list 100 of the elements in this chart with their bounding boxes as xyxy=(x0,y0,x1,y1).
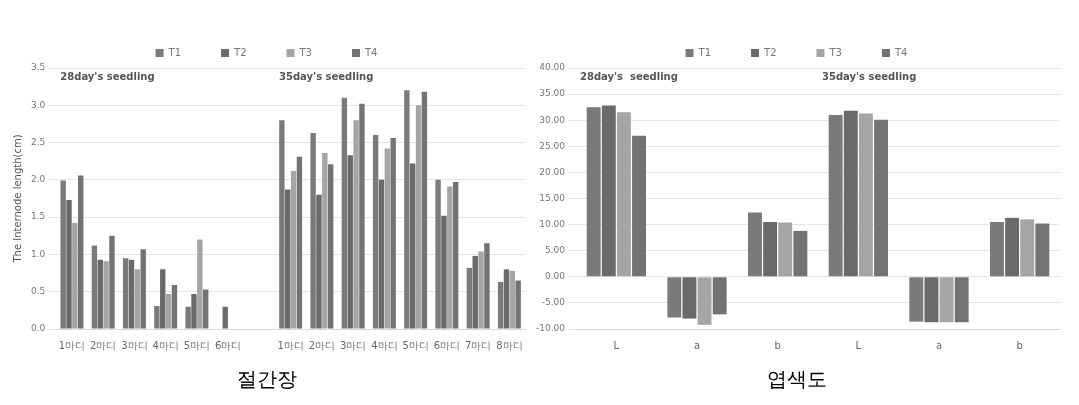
y-tick-label: 40.00 xyxy=(539,62,566,73)
y-tick-label: 0.0 xyxy=(30,323,46,334)
bar xyxy=(165,293,172,329)
bar xyxy=(91,245,98,329)
y-tick-label: 20.00 xyxy=(539,166,566,177)
legend-label: T1 xyxy=(697,46,712,58)
bar xyxy=(415,105,422,329)
legend-label: T2 xyxy=(233,46,247,58)
x-tick-label: 3마디 xyxy=(121,339,148,351)
bar xyxy=(60,180,66,329)
bar xyxy=(160,269,166,329)
x-tick-label: a xyxy=(935,339,943,351)
x-tick-label: a xyxy=(693,339,701,351)
x-tick-label: 4마디 xyxy=(152,339,179,351)
bar xyxy=(404,90,410,329)
bar xyxy=(697,277,712,325)
bar xyxy=(1005,217,1020,277)
bar xyxy=(128,259,135,329)
bar xyxy=(134,269,141,329)
x-tick-label: 6마디 xyxy=(214,339,242,351)
x-tick-label: L xyxy=(855,339,862,351)
bar xyxy=(359,103,365,329)
bar xyxy=(97,259,103,329)
bar xyxy=(191,293,197,329)
x-tick-label: 7마디 xyxy=(464,339,492,351)
y-tick-label: 2.5 xyxy=(30,136,46,147)
bar xyxy=(222,306,228,329)
bar xyxy=(874,119,888,277)
bar xyxy=(72,223,78,329)
bar xyxy=(843,110,858,277)
bar xyxy=(939,277,954,323)
bar xyxy=(515,280,521,329)
bar xyxy=(441,215,447,329)
bar xyxy=(748,212,762,277)
bar xyxy=(316,194,322,329)
legend-label: T3 xyxy=(298,46,312,58)
bar xyxy=(122,258,129,329)
y-tick-label: -10.00 xyxy=(536,323,566,334)
bar xyxy=(197,239,203,329)
bar xyxy=(924,277,939,323)
text: 절간장 xyxy=(236,367,297,392)
bar xyxy=(435,179,441,329)
bar xyxy=(909,277,924,322)
bar xyxy=(285,189,291,329)
x-tick-label: 2마디 xyxy=(89,339,117,351)
y-tick-label: 1.0 xyxy=(30,248,46,259)
bar xyxy=(185,306,191,329)
bar xyxy=(328,164,334,329)
y-tick-label: 5.00 xyxy=(544,245,566,256)
x-tick-label: 6마디 xyxy=(433,339,461,351)
bar xyxy=(103,261,109,329)
bar xyxy=(954,277,969,323)
bar xyxy=(390,138,396,329)
text: 엽색도 xyxy=(766,367,827,392)
bar xyxy=(171,285,178,329)
bar xyxy=(712,277,727,315)
x-tick-label: 5마디 xyxy=(402,339,429,351)
x-tick-label: 1마디 xyxy=(58,339,86,351)
bar xyxy=(1035,223,1050,277)
bar xyxy=(203,289,209,329)
bar xyxy=(484,243,490,329)
y-tick-label: -5.00 xyxy=(541,297,566,308)
annotation: 35day's seedling xyxy=(822,70,917,82)
bar xyxy=(682,277,697,319)
y-tick-label: 10.00 xyxy=(539,218,566,229)
y-tick-label: 3.5 xyxy=(30,62,46,73)
bar xyxy=(296,156,303,329)
bar xyxy=(447,186,453,329)
bar xyxy=(78,175,84,329)
annotation: 35day's seedling xyxy=(279,70,374,82)
bar xyxy=(322,153,328,329)
bar xyxy=(828,114,843,277)
bar xyxy=(410,163,416,329)
bar xyxy=(778,222,793,277)
y-tick-label: 30.00 xyxy=(539,114,566,125)
bar xyxy=(66,199,72,329)
x-tick-label: 4마디 xyxy=(371,339,398,351)
bar xyxy=(347,155,353,329)
y-tick-label: 0.00 xyxy=(544,271,566,282)
y-tick-label: 1.5 xyxy=(30,211,46,222)
bar xyxy=(372,135,379,329)
bar xyxy=(341,97,348,329)
bar xyxy=(384,148,391,329)
bar xyxy=(616,112,631,277)
bar xyxy=(452,182,459,329)
y-tick-label: 2.0 xyxy=(30,174,46,185)
bar xyxy=(466,267,473,329)
bar xyxy=(990,221,1004,277)
y-axis-title: The Internode length(cm) xyxy=(11,134,23,264)
legend-label: T3 xyxy=(828,46,842,58)
annotation: 28day's seedling xyxy=(580,70,678,82)
bar xyxy=(858,113,873,277)
bar xyxy=(601,105,616,277)
bar xyxy=(763,221,778,277)
y-tick-label: 25.00 xyxy=(539,140,566,151)
bar xyxy=(353,120,359,329)
bar xyxy=(140,249,146,329)
x-tick-label: 3마디 xyxy=(339,339,367,351)
x-tick-label: b xyxy=(1016,339,1023,351)
bar xyxy=(472,255,478,329)
